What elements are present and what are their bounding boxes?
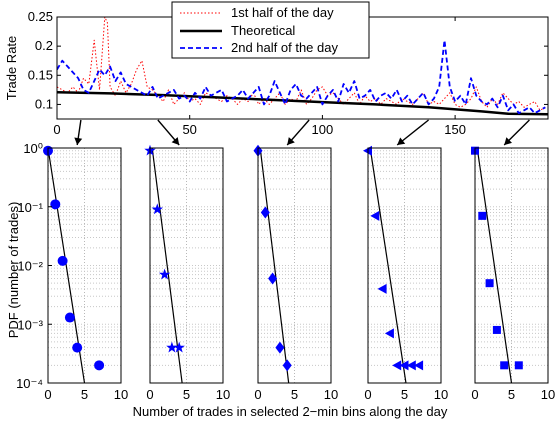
top-axis-ticks: 0 50 100 150 0.1 0.15 0.2 0.25 bbox=[28, 9, 548, 137]
data-point-square bbox=[500, 361, 509, 370]
panel-ytick-label: 10⁻² bbox=[17, 259, 43, 274]
data-point-star bbox=[151, 203, 163, 215]
top-xtick-label: 150 bbox=[444, 122, 466, 137]
panel-plot-area bbox=[369, 148, 407, 383]
top-xtick-label: 50 bbox=[182, 122, 196, 137]
data-point-triangle-left bbox=[406, 360, 416, 371]
pdf-panels: PDF (number of trades) 0 5 10 10⁰ 10⁻¹ 10⁻² 10… bbox=[6, 141, 555, 419]
pdf-panel-3: 0 5 10 bbox=[253, 144, 338, 402]
data-point-circle bbox=[64, 312, 75, 323]
panel-xtick-label: 10 bbox=[541, 387, 555, 402]
panel-ytick-label: 10⁻⁴ bbox=[16, 376, 43, 391]
panel-xtick-label: 0 bbox=[471, 387, 478, 402]
panel-frame bbox=[367, 147, 442, 384]
data-point-diamond bbox=[282, 359, 292, 372]
data-point-triangle-left bbox=[392, 360, 402, 371]
source-arrow-head bbox=[397, 137, 406, 145]
data-point-circle bbox=[94, 360, 105, 371]
legend-label-1st-half: 1st half of the day bbox=[231, 5, 334, 20]
data-point-square bbox=[514, 361, 523, 370]
panel-frame bbox=[257, 147, 332, 384]
series-line-2 bbox=[57, 39, 546, 115]
source-arrow-head bbox=[171, 137, 180, 145]
top-ylabel: Trade Rate bbox=[4, 36, 19, 101]
panel-xtick-label: 0 bbox=[146, 387, 153, 402]
top-ytick-label: 0.25 bbox=[28, 9, 53, 24]
panel-xtick-label: 10 bbox=[114, 387, 128, 402]
trade-rate-chart: Trade Rate 0 50 100 150 0.1 0.15 0.2 0.25 1st h… bbox=[4, 1, 549, 137]
fit-line bbox=[369, 148, 407, 383]
legend-label-theoretical: Theoretical bbox=[231, 23, 295, 38]
panel-plot-area bbox=[476, 148, 513, 383]
legend-label-2nd-half: 2nd half of the day bbox=[231, 40, 338, 55]
data-point-triangle-left bbox=[399, 360, 409, 371]
fit-line bbox=[259, 148, 290, 383]
panel-xtick-label: 0 bbox=[364, 387, 371, 402]
data-point-diamond bbox=[268, 272, 278, 285]
data-point-star bbox=[158, 268, 171, 280]
pdf-panel-2: 0 5 10 bbox=[144, 144, 230, 402]
legend: 1st half of the day Theoretical 2nd half… bbox=[171, 1, 370, 59]
data-point-circle bbox=[57, 255, 68, 266]
data-point-square bbox=[485, 279, 494, 288]
top-xtick-label: 0 bbox=[53, 122, 60, 137]
data-point-star bbox=[166, 341, 178, 353]
panel-ytick-label: 10⁰ bbox=[23, 141, 43, 156]
top-ytick-label: 0.15 bbox=[28, 67, 53, 82]
data-point-triangle-left bbox=[414, 360, 424, 371]
pdf-panel-5: 0 5 10 bbox=[471, 146, 555, 402]
top-xtick-label: 100 bbox=[312, 122, 334, 137]
source-arrow-head bbox=[74, 137, 83, 145]
series-line-0 bbox=[57, 17, 546, 111]
data-point-triangle-left bbox=[370, 210, 380, 221]
pdf-panel-1: 0 5 10 10⁰ 10⁻¹ 10⁻² 10⁻³ 10⁻⁴ bbox=[16, 141, 128, 402]
top-ytick-label: 0.2 bbox=[35, 38, 53, 53]
data-point-circle bbox=[72, 342, 83, 353]
panel-xtick-label: 0 bbox=[44, 387, 51, 402]
panel-xtick-label: 5 bbox=[291, 387, 298, 402]
panel-xtick-label: 0 bbox=[254, 387, 261, 402]
source-arrow-head bbox=[504, 137, 512, 145]
bottom-xlabel: Number of trades in selected 2−min bins … bbox=[133, 404, 448, 419]
data-point-triangle-left bbox=[384, 328, 394, 339]
source-arrow-head bbox=[287, 137, 295, 145]
panel-plot-area bbox=[151, 148, 183, 383]
pdf-panel-4: 0 5 10 bbox=[363, 145, 448, 402]
top-ytick-label: 0.1 bbox=[35, 96, 53, 111]
source-arrows bbox=[74, 119, 530, 146]
panel-xtick-label: 10 bbox=[324, 387, 338, 402]
panel-xtick-label: 5 bbox=[401, 387, 408, 402]
fit-line bbox=[476, 148, 513, 383]
data-point-circle bbox=[50, 199, 61, 210]
panel-xtick-label: 5 bbox=[508, 387, 515, 402]
bottom-ylabel: PDF (number of trades) bbox=[6, 202, 21, 339]
data-point-square bbox=[478, 211, 487, 220]
panel-frame bbox=[474, 147, 549, 384]
data-point-diamond bbox=[275, 341, 285, 354]
top-plot-area bbox=[57, 17, 548, 116]
panel-frame bbox=[149, 147, 224, 384]
data-point-star bbox=[173, 341, 185, 353]
panel-ytick-label: 10⁻¹ bbox=[17, 200, 43, 215]
panel-plot-area bbox=[259, 148, 290, 383]
data-point-diamond bbox=[260, 206, 270, 219]
data-point-triangle-left bbox=[377, 283, 387, 294]
fit-line bbox=[151, 148, 183, 383]
panel-ytick-label: 10⁻³ bbox=[17, 317, 43, 332]
data-point-square bbox=[492, 325, 501, 334]
panel-xtick-label: 10 bbox=[434, 387, 448, 402]
panel-xtick-label: 5 bbox=[183, 387, 190, 402]
panel-xtick-label: 10 bbox=[216, 387, 230, 402]
panel-xtick-label: 5 bbox=[81, 387, 88, 402]
